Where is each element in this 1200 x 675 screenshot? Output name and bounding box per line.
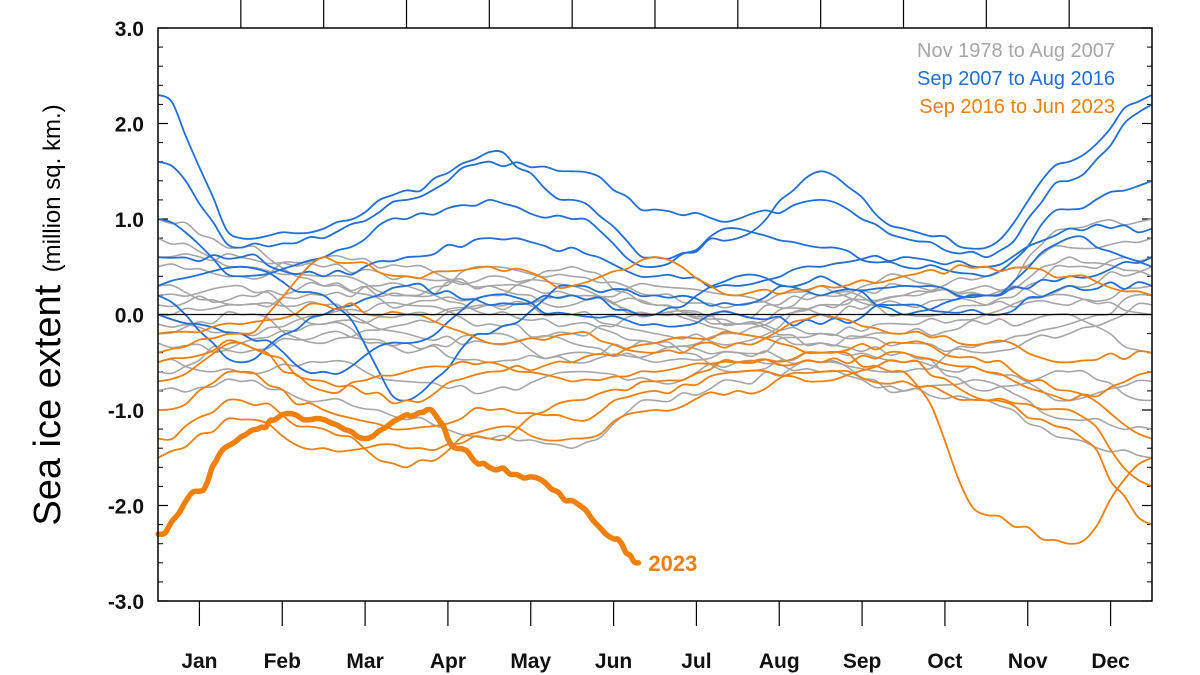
plot-frame (157, 27, 1153, 602)
tick-labels: 3.0 2.0 1.0 0.0 -1.0 -2.0 -3.0 Jan Feb Mar Apr May J… (108, 18, 1130, 673)
legend-entry-1: Nov 1978 to Aug 2007 (917, 40, 1115, 62)
x-tick-label: Oct (927, 650, 962, 673)
x-tick-label: May (510, 650, 551, 673)
y-tick-label: -2.0 (108, 496, 144, 519)
x-tick-label: Aug (759, 650, 800, 673)
x-tick-label: Jul (681, 650, 711, 673)
highlight-series-line (155, 406, 642, 566)
series-line-11 (157, 253, 1153, 319)
x-tick-label: Mar (346, 650, 383, 673)
y-tick-label: 1.0 (115, 209, 144, 232)
y-tick-label: 3.0 (115, 18, 144, 41)
series-line-12 (157, 294, 1153, 354)
highlight-layer (155, 406, 642, 566)
series-line-24 (157, 330, 1153, 440)
legend-entry-3: Sep 2016 to Jun 2023 (919, 96, 1115, 118)
y-axis-title-main: Sea ice extent (27, 284, 69, 525)
y-tick-label: -3.0 (108, 591, 144, 614)
x-tick-label: Apr (430, 650, 466, 673)
x-tick-label: Jan (181, 650, 217, 673)
y-tick-label: 2.0 (115, 114, 144, 137)
legend-entry-2: Sep 2007 to Aug 2016 (917, 68, 1115, 90)
x-tick-label: Feb (264, 650, 301, 673)
y-axis-title: Sea ice extent (million sq. km.) (27, 104, 69, 525)
series-line-28 (157, 339, 1153, 402)
series-line-22 (157, 256, 1153, 354)
x-tick-label: Dec (1091, 650, 1130, 673)
series-line-27 (157, 350, 1153, 545)
y-axis-label: Sea ice extent (million sq. km.) (27, 104, 69, 525)
y-tick-label: -1.0 (108, 400, 144, 423)
x-tick-label: Jun (595, 650, 632, 673)
y-axis-title-units: (million sq. km.) (39, 104, 66, 272)
x-tick-label: Nov (1008, 650, 1048, 673)
series-line-23 (157, 302, 1153, 364)
series-line-16 (157, 103, 1153, 259)
highlight-series-label: 2023 (648, 551, 697, 576)
series-line-26 (157, 369, 1153, 526)
series-line-21 (157, 235, 1153, 402)
y-tick-label: 0.0 (115, 305, 144, 328)
legend: Nov 1978 to Aug 2007 Sep 2007 to Aug 201… (917, 40, 1115, 118)
x-tick-label: Sep (843, 650, 882, 673)
